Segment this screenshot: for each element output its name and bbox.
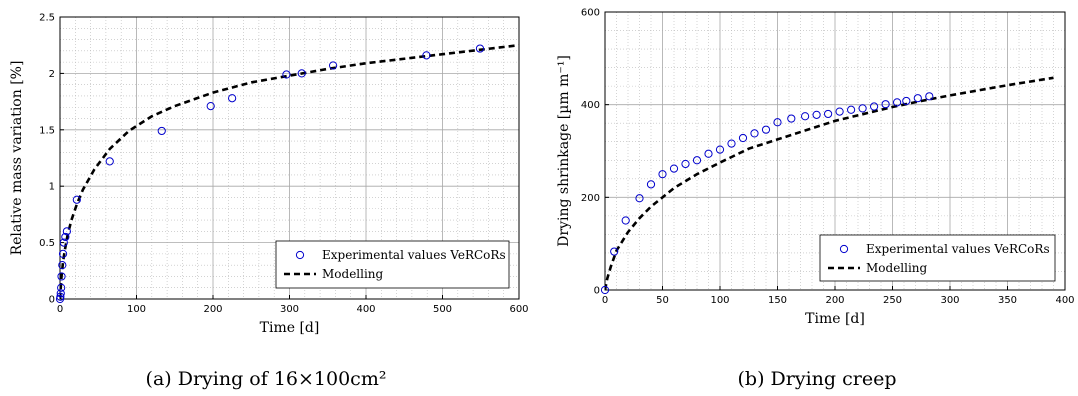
legend-label: Experimental values VeRCoRs: [866, 242, 1050, 256]
y-tick-label: 200: [581, 193, 600, 204]
legend-box: [275, 240, 510, 289]
data-point: [105, 157, 114, 166]
chart-panel-1: 0 100 200 300 400 500 600 0 0.5 1 1.5 2 2.5 Time [d] R…: [9, 13, 529, 391]
x-tick-label: 250: [883, 295, 902, 306]
x-tick-label: 500: [433, 304, 452, 315]
legend-label: Experimental values VeRCoRs: [322, 248, 506, 262]
data-point: [56, 292, 65, 301]
y-tick-label: 0.5: [39, 238, 55, 249]
chart-panel-2: 0 50 100 150 200 250 300 350 400 0 200 400 600 Time […: [556, 8, 1075, 391]
data-point: [858, 104, 867, 113]
data-point: [62, 227, 71, 236]
y-tick-label: 400: [581, 100, 600, 111]
data-point: [801, 112, 810, 121]
y-tick-label: 1: [49, 182, 55, 193]
data-point: [157, 126, 166, 136]
data-point: [870, 102, 879, 111]
data-point: [812, 110, 821, 119]
data-point: [893, 98, 902, 107]
x-tick-label: 50: [656, 295, 669, 306]
y-tick-label: 0: [49, 295, 55, 306]
data-point: [902, 96, 911, 106]
figure-caption: (b) Drying creep: [738, 368, 897, 390]
data-point: [847, 105, 856, 114]
x-tick-label: 100: [127, 304, 146, 315]
y-axis-label: Relative mass variation [%]: [9, 61, 25, 256]
legend: Experimental values VeRCoRs Modelling: [819, 234, 1056, 282]
data-point: [835, 107, 844, 116]
x-tick-label: 150: [768, 295, 787, 306]
x-tick-label: 0: [602, 295, 608, 306]
x-tick-label: 350: [998, 295, 1017, 306]
x-tick-label: 300: [280, 304, 299, 315]
data-point: [610, 247, 619, 256]
x-tick-label: 400: [1055, 295, 1074, 306]
data-point: [57, 272, 66, 281]
y-tick-label: 2.5: [39, 13, 55, 24]
data-point: [61, 232, 70, 242]
data-point: [750, 129, 759, 138]
modelling-curve: [60, 43, 519, 299]
x-tick-label: 200: [825, 295, 844, 306]
data-point: [824, 109, 833, 119]
data-point: [329, 61, 338, 70]
data-point: [681, 159, 690, 169]
x-tick-label: 100: [710, 295, 729, 306]
legend-marker: [295, 250, 305, 260]
x-axis-label: Time [d]: [260, 320, 320, 336]
data-point: [206, 102, 215, 111]
major-grid: [605, 12, 1065, 290]
data-point: [600, 285, 610, 295]
data-point: [658, 170, 667, 179]
legend: Experimental values VeRCoRs Modelling: [275, 240, 510, 289]
data-point: [635, 194, 644, 203]
x-tick-label: 300: [940, 295, 959, 306]
figure-caption: (a) Drying of 16×100cm²: [146, 368, 387, 390]
data-point: [58, 261, 67, 270]
data-point: [787, 114, 796, 123]
data-point: [72, 195, 81, 204]
data-point: [913, 94, 922, 103]
data-point: [297, 69, 306, 78]
data-point: [646, 180, 656, 189]
x-tick-label: 200: [203, 304, 222, 315]
y-tick-label: 1.5: [39, 125, 55, 136]
data-point: [228, 94, 237, 103]
legend-label: Modelling: [866, 261, 928, 275]
y-axis-label: Drying shrinkage [µm m⁻¹]: [556, 55, 572, 247]
x-tick-label: 400: [356, 304, 375, 315]
y-tick-label: 600: [581, 8, 600, 19]
data-point: [282, 70, 291, 79]
data-point: [669, 164, 679, 173]
data-point: [621, 216, 630, 225]
data-point: [475, 44, 485, 53]
data-point: [57, 283, 66, 292]
data-point: [56, 289, 65, 298]
x-axis-label: Time [d]: [805, 311, 865, 327]
legend-box: [819, 234, 1056, 282]
legend-label: Modelling: [322, 267, 384, 281]
data-point: [422, 51, 431, 60]
data-point: [715, 145, 725, 154]
data-point: [881, 100, 890, 109]
minor-grid: [60, 17, 519, 299]
data-point: [925, 92, 934, 101]
x-tick-label: 600: [509, 304, 528, 315]
x-tick-label: 0: [57, 304, 63, 315]
legend-marker: [839, 244, 849, 254]
modelling-curve: [605, 76, 1054, 290]
y-tick-label: 0: [594, 286, 600, 297]
data-point: [727, 139, 736, 148]
data-point: [692, 156, 702, 165]
data-point: [761, 125, 771, 134]
data-point: [58, 249, 68, 258]
y-tick-label: 2: [49, 69, 55, 80]
data-point: [773, 118, 782, 127]
data-point: [59, 238, 68, 247]
data-point: [738, 133, 748, 143]
data-point: [704, 149, 713, 158]
